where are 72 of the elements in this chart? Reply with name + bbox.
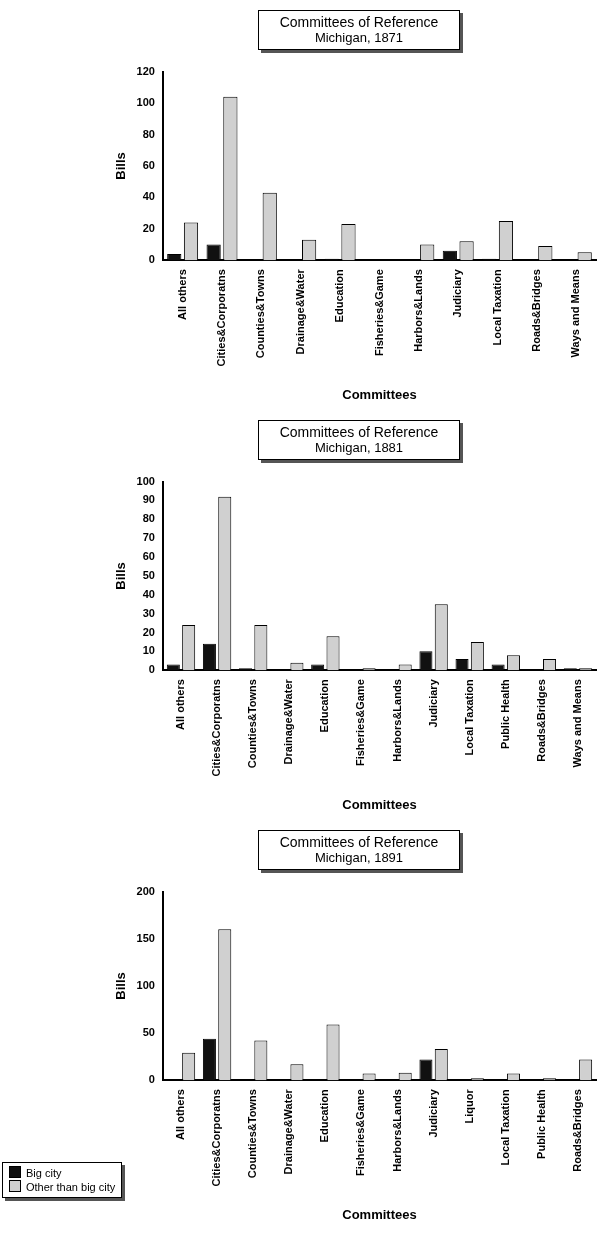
y-tick-label: 70 [142, 531, 155, 544]
x-tick-label: Local Taxation [462, 678, 475, 756]
x-axis-title: Committees [342, 796, 417, 812]
y-tick-label: 120 [136, 64, 155, 77]
chart-subtitle: Michigan, 1891 [313, 850, 405, 866]
x-tick-label: Public Health [534, 1088, 547, 1159]
x-tick-label: Cities&Corporatns [210, 679, 223, 777]
legend-label: Other than big city [25, 1180, 116, 1194]
legend-label: Big city [25, 1166, 63, 1180]
y-axis-title: Bills [113, 562, 129, 590]
y-tick-label: 50 [142, 568, 155, 581]
y-tick-label: 60 [142, 158, 155, 171]
x-tick-label: Public Health [498, 678, 511, 749]
y-tick-label: 40 [142, 190, 155, 203]
chart-title: Committees of Reference [278, 424, 440, 440]
x-tick-label: Drainage&Water [282, 1088, 295, 1175]
x-tick-label: Local Taxation [490, 268, 503, 346]
chart-subtitle: Michigan, 1871 [313, 30, 405, 46]
y-tick-label: 80 [142, 512, 155, 525]
x-tick-label: Harbors&Lands [411, 269, 424, 352]
y-tick-label: 100 [136, 474, 155, 487]
x-tick-label: Judiciary [426, 678, 439, 728]
x-tick-label: Drainage&Water [282, 678, 295, 765]
x-tick-label: Local Taxation [498, 1088, 511, 1166]
y-tick-label: 20 [142, 221, 155, 234]
y-tick-label: 0 [148, 1073, 155, 1086]
x-tick-label: Education [333, 268, 346, 323]
x-tick-label: All others [174, 679, 187, 730]
x-tick-label: Counties&Towns [246, 679, 259, 769]
x-tick-label: Roads&Bridges [570, 1089, 583, 1172]
y-axis-title: Bills [113, 972, 129, 1000]
x-tick-label: Drainage&Water [293, 268, 306, 355]
y-tick-label: 0 [148, 253, 155, 266]
y-tick-label: 90 [142, 493, 155, 506]
y-tick-label: 200 [136, 884, 155, 897]
x-axis-title: Committees [342, 1206, 417, 1222]
y-axis-title: Bills [113, 152, 129, 180]
x-tick-label: Harbors&Lands [390, 679, 403, 762]
x-tick-label: Liquor [462, 1088, 475, 1124]
x-tick-label: Judiciary [451, 268, 464, 318]
y-tick-label: 50 [142, 1026, 155, 1039]
x-tick-label: Fisheries&Game [372, 269, 385, 357]
x-tick-label: Counties&Towns [254, 269, 267, 359]
x-tick-label: Ways and Means [570, 679, 583, 768]
y-tick-label: 20 [142, 625, 155, 638]
x-tick-label: Judiciary [426, 1088, 439, 1138]
x-axis-title: Committees [342, 386, 417, 402]
x-tick-label: Education [318, 678, 331, 733]
chart-subtitle: Michigan, 1881 [313, 440, 405, 456]
chart-title: Committees of Reference [278, 834, 440, 850]
x-tick-label: All others [174, 1089, 187, 1140]
x-tick-label: Cities&Corporatns [215, 269, 228, 367]
y-tick-label: 80 [142, 127, 155, 140]
y-tick-label: 0 [148, 663, 155, 676]
y-tick-label: 100 [136, 978, 155, 991]
y-tick-label: 10 [142, 644, 155, 657]
chart-title: Committees of Reference [278, 14, 440, 30]
y-tick-label: 40 [142, 587, 155, 600]
y-tick-label: 100 [136, 96, 155, 109]
x-tick-label: Cities&Corporatns [210, 1089, 223, 1187]
x-tick-label: All others [175, 269, 188, 320]
x-tick-label: Fisheries&Game [354, 1089, 367, 1177]
x-tick-label: Harbors&Lands [390, 1089, 403, 1172]
y-tick-label: 150 [136, 931, 155, 944]
x-tick-label: Roads&Bridges [534, 679, 547, 762]
y-tick-label: 60 [142, 550, 155, 563]
x-tick-label: Counties&Towns [246, 1089, 259, 1179]
y-tick-label: 30 [142, 606, 155, 619]
x-tick-label: Ways and Means [569, 269, 582, 358]
x-tick-label: Roads&Bridges [529, 269, 542, 352]
x-tick-label: Fisheries&Game [354, 679, 367, 767]
x-tick-label: Education [318, 1088, 331, 1143]
